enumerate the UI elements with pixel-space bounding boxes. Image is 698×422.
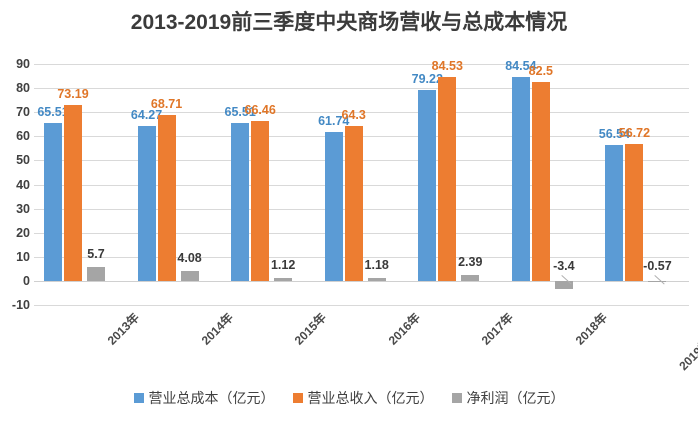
y-tick-label: 20 [16,225,30,240]
x-tick-label: 2015年 [291,310,330,348]
bar-group: 61.74 64.3 1.18 [315,64,409,305]
legend-swatch-icon [133,393,144,403]
gridline [34,112,689,114]
bar-cost[interactable] [605,144,624,281]
data-label: 84.53 [431,59,463,74]
legend-label: 营业总成本（亿元） [148,390,275,406]
gridline [34,88,689,90]
gridline [34,280,689,282]
x-axis-ticks: 2013年 2014年 2015年 2016年 2017年 2018年 2019前三季度 [34,305,698,375]
bar-cost[interactable] [324,132,343,281]
data-label: 79.22 [411,71,443,86]
bar-prof[interactable] [367,278,386,281]
bar-group: 56.54 56.72 -0.57 [595,64,689,305]
bar-rev[interactable] [64,104,82,281]
data-label: 61.74 [318,114,350,129]
bar-group: 65.51 66.46 1.12 [221,64,315,305]
bar-group: 84.54 82.5 -3.4 [502,59,596,305]
legend-item-rev[interactable]: 营业总收入（亿元） [292,388,434,408]
legend-item-prof[interactable]: 净利润（亿元） [451,388,565,408]
x-tick-label: 2013年 [104,310,143,348]
bar-rev[interactable] [625,144,644,281]
y-tick-label: 90 [16,57,30,71]
data-label: 4.08 [177,251,202,266]
bar-group: 65.51 73.19 5.7 [34,64,128,305]
data-label: 84.54 [505,59,537,74]
label-leader-line [654,274,666,285]
y-tick-label: 60 [16,129,30,144]
bar-prof[interactable] [274,278,293,281]
data-label: 1.18 [364,258,389,273]
bar-prof[interactable] [554,280,573,290]
legend-swatch-icon [451,393,462,403]
y-tick-label: 80 [16,81,30,96]
data-label: 73.19 [57,86,89,101]
x-tick-label: 2016年 [385,310,423,348]
bar-prof[interactable] [87,267,105,281]
data-label: 64.3 [341,107,366,122]
data-label: -3.4 [553,258,575,273]
x-tick-label: 2018年 [572,310,610,348]
bar-rev[interactable] [251,120,270,281]
data-label: 66.46 [244,102,276,117]
data-label: -0.57 [643,258,672,273]
data-label: 64.27 [130,108,163,122]
data-label: 68.71 [150,97,183,112]
bar-prof[interactable] [180,271,199,281]
bar-prof[interactable] [461,275,480,281]
bar-rev[interactable] [531,82,550,281]
x-tick-label: 2019前三季度 [676,310,698,374]
legend-label: 营业总收入（亿元） [307,390,434,406]
bar-rev[interactable] [344,125,363,281]
bar-rev[interactable] [438,77,457,281]
data-label: 5.7 [87,247,105,262]
gridline [34,64,689,65]
bar-prof[interactable] [648,280,667,283]
bar-group: 64.27 68.71 4.08 [128,64,222,305]
bar-group: 79.22 84.53 2.39 [408,59,502,305]
data-label: 65.51 [37,105,69,120]
y-tick-label: 40 [16,177,30,192]
y-tick-label: 30 [16,201,30,216]
data-label: 2.39 [458,255,483,270]
y-tick-label: 70 [16,105,30,120]
data-label: 82.5 [528,64,554,79]
chart-legend: 营业总成本（亿元） 营业总收入（亿元） 净利润（亿元） [0,388,698,408]
legend-swatch-icon [292,393,303,403]
data-label: 1.12 [270,258,296,273]
y-tick-label: -10 [11,298,30,312]
legend-label: 净利润（亿元） [466,390,565,406]
data-label: 56.72 [618,126,651,141]
bar-cost[interactable] [44,123,62,281]
bar-cost[interactable] [137,126,156,281]
plot-area: 90 80 70 60 50 40 30 20 10 0 -10 65.51 73.19 5.7 64.2… [12,57,689,312]
chart-title: 2013-2019前三季度中央商场营收与总成本情况 [130,11,568,34]
data-label: 65.51 [224,105,256,120]
y-tick-label: 10 [16,249,30,264]
bar-cost[interactable] [418,89,437,281]
y-tick-label: 50 [16,153,30,168]
data-label: 56.54 [598,126,631,141]
y-tick-label: 0 [23,273,30,288]
legend-item-cost[interactable]: 营业总成本（亿元） [133,388,275,408]
gridline [34,305,689,306]
bar-cost[interactable] [231,123,250,281]
x-tick-label: 2017年 [479,310,517,348]
x-tick-label: 2014年 [198,310,236,348]
bar-rev[interactable] [157,115,176,281]
bar-cost[interactable] [511,77,530,281]
